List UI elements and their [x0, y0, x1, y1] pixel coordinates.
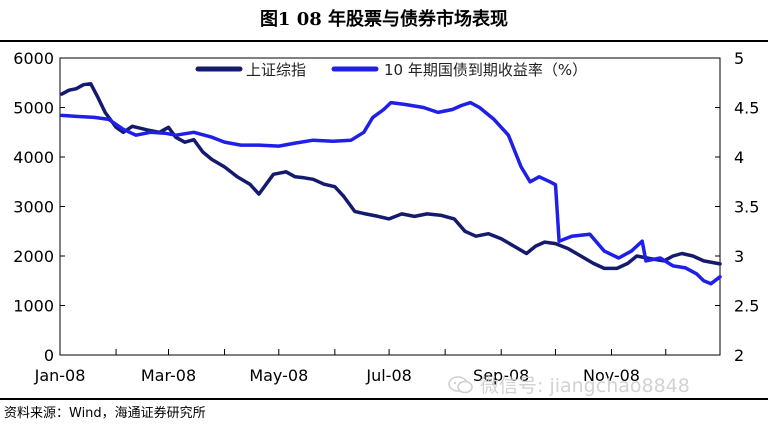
x-tick-label: Nov-08 — [583, 366, 640, 385]
left-tick-label: 2000 — [13, 247, 54, 266]
legend: 上证综指 10 年期国债到期收益率（%） — [195, 61, 587, 79]
x-tick-label: Sep-08 — [473, 366, 529, 385]
left-tick-label: 1000 — [13, 297, 54, 316]
left-tick-label: 3000 — [13, 198, 54, 217]
wechat-icon — [448, 375, 473, 393]
x-tick-label: Jan-08 — [34, 366, 86, 385]
legend-label: 上证综指 — [246, 61, 306, 79]
x-tick-label: Jul-08 — [365, 366, 411, 385]
right-tick-label: 2 — [734, 346, 744, 365]
figure-title: 图1 08 年股票与债券市场表现 — [259, 9, 509, 30]
watermark: 微信号: jiangchao8848 — [448, 371, 690, 398]
right-tick-label: 4 — [734, 148, 744, 167]
source-rule — [0, 398, 768, 400]
series-layer — [60, 81, 722, 286]
right-tick-label: 4.5 — [734, 99, 759, 118]
right-tick-label: 3 — [734, 247, 744, 266]
left-axis: 0 1000 2000 3000 4000 5000 6000 — [13, 49, 65, 365]
left-tick-label: 0 — [44, 346, 54, 365]
x-axis: Jan-08 Mar-08 May-08 Jul-08 Sep-08 Nov-08 — [34, 349, 667, 385]
series-line-shanghai-index — [60, 81, 722, 271]
legend-label: 10 年期国债到期收益率（%） — [384, 61, 587, 79]
left-tick-label: 6000 — [13, 49, 54, 68]
right-tick-label: 2.5 — [734, 297, 759, 316]
right-tick-label: 5 — [734, 49, 744, 68]
left-tick-label: 4000 — [13, 148, 54, 167]
watermark-text: 微信号: jiangchao8848 — [480, 375, 690, 397]
title-rule — [0, 40, 768, 42]
right-axis: 2 2.5 3 3.5 4 4.5 5 — [715, 49, 759, 365]
source-note: 资料来源：Wind，海通证券研究所 — [4, 406, 206, 421]
left-tick-label: 5000 — [13, 99, 54, 118]
right-tick-label: 3.5 — [734, 198, 759, 217]
series-line-bond-yield — [60, 100, 722, 286]
x-tick-label: Mar-08 — [141, 366, 196, 385]
x-tick-label: May-08 — [249, 366, 308, 385]
